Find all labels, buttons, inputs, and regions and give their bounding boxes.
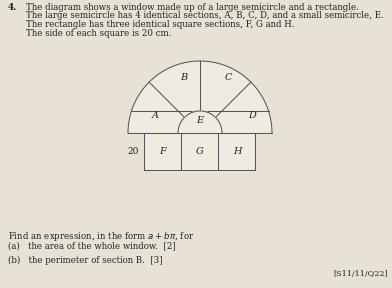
Text: E: E <box>196 116 203 125</box>
Polygon shape <box>145 133 256 170</box>
Text: H: H <box>233 147 241 156</box>
Text: The diagram shows a window made up of a large semicircle and a rectangle.: The diagram shows a window made up of a … <box>26 3 359 12</box>
Text: 4.: 4. <box>8 3 17 12</box>
Text: [S11/11/Q22]: [S11/11/Q22] <box>333 270 388 278</box>
Text: F: F <box>160 147 166 156</box>
Text: D: D <box>248 111 256 120</box>
Text: The side of each square is 20 cm.: The side of each square is 20 cm. <box>26 29 171 37</box>
Text: (b)   the perimeter of section B.  [3]: (b) the perimeter of section B. [3] <box>8 256 163 265</box>
Text: (a)   the area of the whole window.  [2]: (a) the area of the whole window. [2] <box>8 241 176 250</box>
Text: The rectangle has three identical square sections, F, G and H.: The rectangle has three identical square… <box>26 20 294 29</box>
Polygon shape <box>128 61 272 133</box>
Text: A: A <box>151 111 158 120</box>
Polygon shape <box>178 111 222 133</box>
Text: G: G <box>196 147 204 156</box>
Text: The large semicircle has 4 identical sections, A, B, C, D, and a small semicircl: The large semicircle has 4 identical sec… <box>26 12 384 20</box>
Text: 20: 20 <box>127 147 138 156</box>
Text: B: B <box>180 73 187 82</box>
Text: C: C <box>224 73 232 82</box>
Text: Find an expression, in the form $a + b\pi$, for: Find an expression, in the form $a + b\p… <box>8 230 194 243</box>
